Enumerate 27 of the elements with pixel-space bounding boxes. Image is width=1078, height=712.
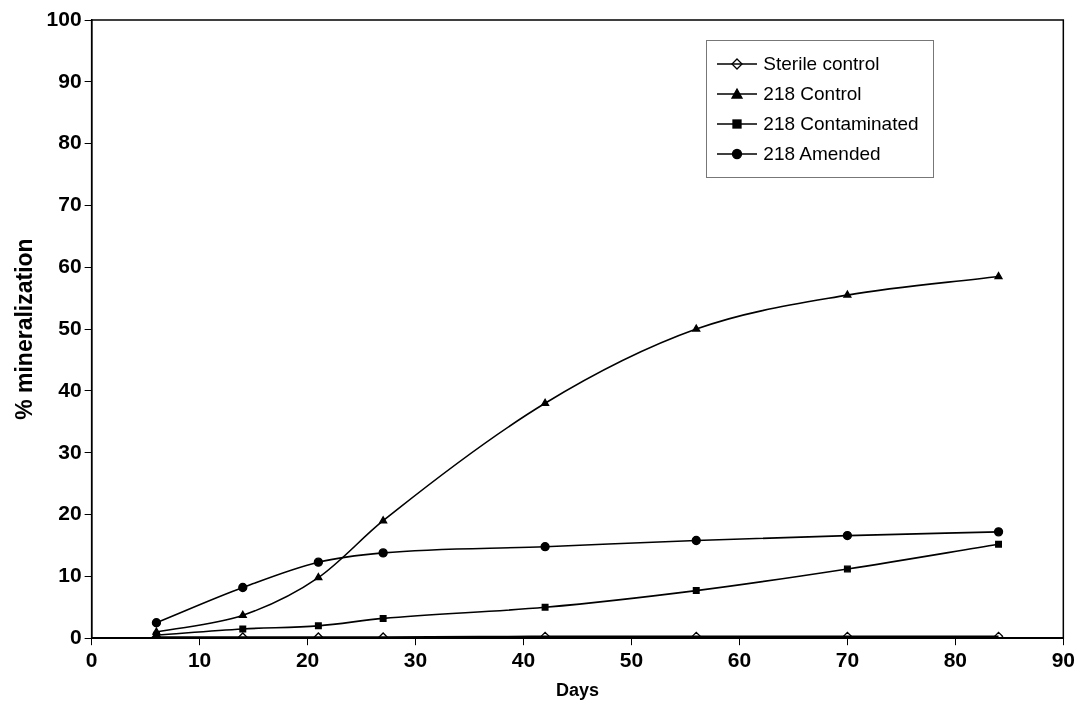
y-tick-label: 0	[69, 625, 82, 648]
x-tick-label: 60	[727, 647, 752, 671]
x-tick-label: 0	[85, 647, 98, 671]
y-tick-label: 80	[58, 130, 82, 154]
y-tick-label: 100	[46, 6, 82, 30]
y-tick-label: 90	[58, 68, 82, 92]
y-tick-label: 10	[58, 563, 82, 587]
x-tick-label: 80	[943, 647, 968, 671]
x-tick-label: 50	[619, 647, 644, 671]
x-tick-label: 30	[403, 647, 428, 671]
y-tick-label: 60	[58, 254, 82, 278]
y-tick-label: 30	[58, 439, 82, 463]
x-axis-title: Days	[555, 680, 599, 701]
legend-label: Sterile control	[763, 53, 880, 75]
x-tick-label: 10	[187, 647, 212, 671]
y-axis-title: % mineralization	[11, 238, 38, 420]
legend-label: 218 Contaminated	[763, 113, 919, 135]
y-tick-label: 50	[58, 315, 82, 339]
x-tick-label: 40	[511, 647, 536, 671]
legend-label: 218 Control	[763, 83, 862, 105]
x-tick-label: 20	[295, 647, 320, 671]
y-tick-label: 40	[58, 377, 82, 401]
x-tick-label: 70	[835, 647, 860, 671]
x-tick-label: 90	[1051, 647, 1075, 671]
legend-label: 218 Amended	[763, 143, 881, 165]
y-tick-label: 70	[58, 192, 82, 216]
y-tick-label: 20	[58, 501, 82, 525]
